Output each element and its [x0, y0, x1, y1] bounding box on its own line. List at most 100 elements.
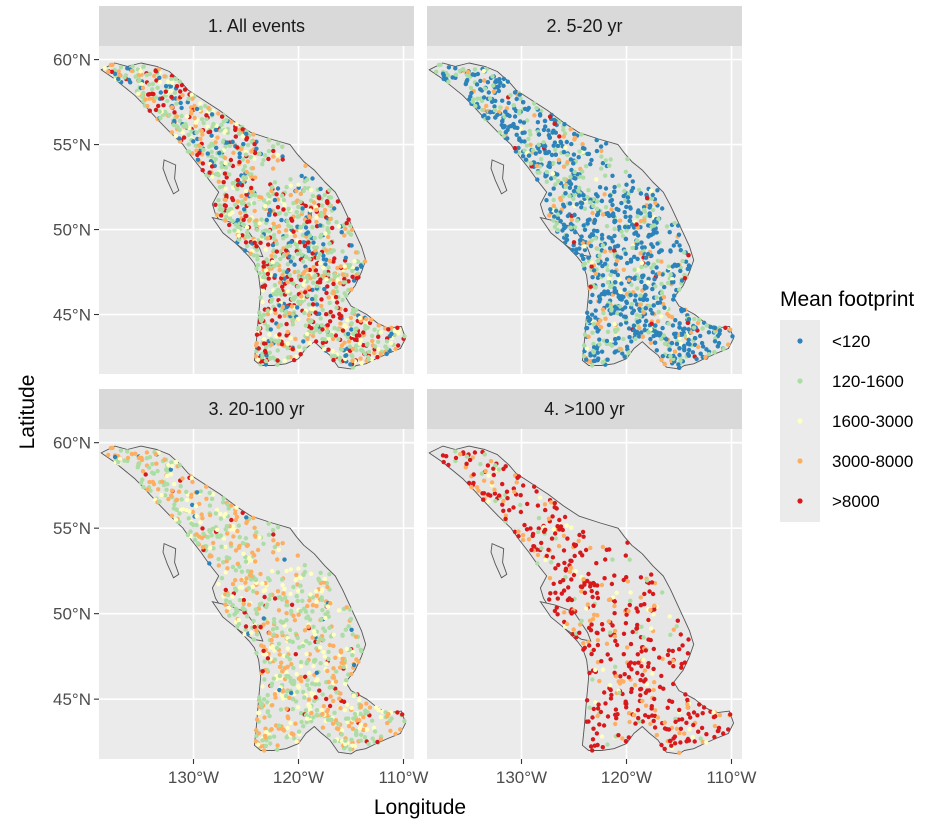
data-point: [681, 343, 687, 349]
data-point: [299, 173, 304, 179]
data-point: [592, 358, 597, 363]
data-point: [386, 711, 391, 717]
data-point: [269, 727, 274, 732]
data-point: [543, 174, 548, 179]
data-point: [191, 522, 196, 528]
data-point: [370, 338, 375, 344]
data-point: [582, 332, 588, 337]
data-point: [578, 584, 584, 589]
data-point: [347, 344, 352, 349]
data-point: [595, 706, 601, 711]
data-point: [207, 170, 212, 175]
data-point: [261, 697, 267, 702]
data-point: [646, 617, 651, 623]
data-point: [628, 206, 633, 211]
data-point: [621, 267, 626, 272]
data-point: [629, 667, 634, 672]
data-point: [641, 310, 646, 315]
data-point: [322, 654, 327, 659]
data-point: [257, 194, 262, 200]
data-point: [645, 688, 650, 693]
data-point: [263, 341, 268, 347]
data-point: [235, 199, 241, 204]
data-point: [512, 529, 518, 534]
data-point: [486, 90, 491, 95]
data-point: [623, 699, 628, 704]
data-point: [312, 659, 317, 664]
data-point: [307, 598, 312, 603]
data-point: [565, 160, 570, 165]
data-point: [340, 328, 346, 333]
data-point: [598, 318, 603, 323]
data-point: [352, 711, 358, 717]
data-point: [233, 134, 238, 139]
data-point: [201, 147, 206, 153]
data-point: [198, 101, 203, 106]
y-tick-label: 60°N: [53, 434, 91, 453]
data-point: [292, 736, 297, 741]
data-point: [721, 346, 726, 352]
data-point: [444, 454, 449, 459]
data-point: [140, 477, 145, 482]
data-point: [303, 674, 308, 679]
data-point: [270, 703, 275, 708]
data-point: [249, 630, 254, 635]
data-point: [305, 245, 311, 251]
data-point: [521, 100, 526, 105]
data-point: [247, 218, 252, 223]
data-point: [211, 540, 216, 546]
data-point: [685, 351, 691, 357]
data-point: [599, 236, 605, 241]
data-point: [646, 276, 651, 281]
data-point: [157, 109, 162, 114]
y-tick-label: 50°N: [53, 605, 91, 624]
data-point: [662, 726, 668, 731]
data-point: [244, 169, 249, 175]
data-point: [640, 275, 645, 280]
data-point: [618, 312, 623, 317]
data-point: [116, 69, 121, 74]
data-point: [588, 299, 593, 305]
data-point: [290, 706, 295, 712]
data-point: [190, 96, 195, 101]
data-point: [633, 629, 639, 635]
data-point: [310, 302, 316, 307]
data-point: [665, 280, 671, 286]
data-point: [116, 460, 121, 465]
data-point: [169, 105, 175, 110]
data-point: [549, 536, 555, 541]
data-point: [676, 717, 681, 722]
data-point: [604, 641, 610, 646]
data-point: [296, 588, 301, 594]
data-point: [327, 572, 332, 577]
data-point: [326, 220, 331, 225]
data-point: [283, 212, 289, 217]
data-point: [491, 472, 496, 478]
data-point: [259, 601, 264, 606]
data-point: [578, 622, 583, 627]
legend: Mean footprint <120120-16001600-30003000…: [780, 288, 914, 522]
data-point: [275, 205, 281, 210]
data-point: [173, 76, 179, 82]
data-point: [704, 347, 709, 352]
data-point: [257, 271, 262, 276]
data-point: [434, 69, 439, 75]
data-point: [615, 272, 621, 278]
data-point: [216, 179, 221, 184]
data-point: [146, 465, 152, 470]
data-point: [486, 115, 491, 121]
data-point: [653, 323, 658, 328]
data-point: [643, 306, 648, 311]
data-point: [464, 454, 470, 459]
data-point: [302, 346, 307, 351]
data-point: [649, 242, 654, 247]
data-point: [528, 161, 534, 166]
data-point: [603, 173, 608, 178]
data-point: [649, 321, 654, 326]
data-point: [623, 251, 628, 256]
data-point: [280, 669, 285, 674]
data-point: [279, 217, 284, 223]
data-point: [189, 109, 194, 114]
data-point: [306, 312, 312, 318]
